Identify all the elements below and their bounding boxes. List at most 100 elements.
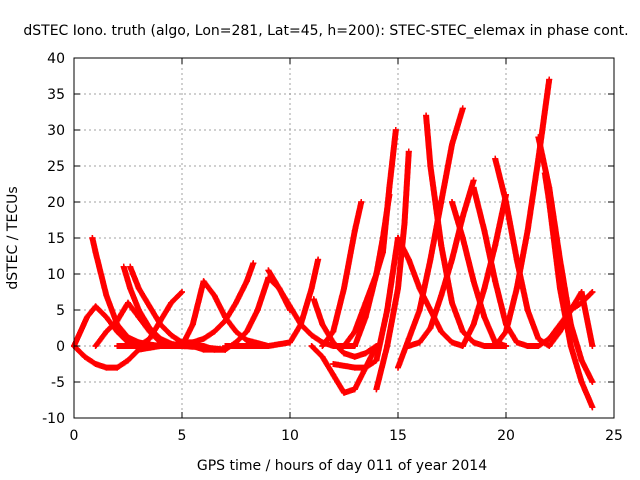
data-point xyxy=(243,278,250,285)
data-point xyxy=(503,328,509,335)
data-point xyxy=(297,321,304,328)
data-point xyxy=(308,285,315,292)
data-point xyxy=(470,184,477,191)
series-pass-23 xyxy=(423,112,509,349)
data-point xyxy=(265,267,272,274)
data-point xyxy=(401,220,408,227)
series-pass-15 xyxy=(319,199,365,349)
x-axis-label: GPS time / hours of day 011 of year 2014 xyxy=(197,458,487,474)
data-point xyxy=(362,314,369,321)
data-point xyxy=(513,339,520,346)
data-point xyxy=(557,321,563,328)
data-point xyxy=(351,343,358,349)
data-point xyxy=(243,328,250,335)
series-pass-11 xyxy=(265,267,358,349)
data-point xyxy=(211,328,218,335)
data-point xyxy=(168,332,175,339)
data-point xyxy=(157,317,164,324)
series-pass-18 xyxy=(351,191,393,349)
data-point xyxy=(319,343,326,349)
data-point xyxy=(77,328,84,335)
data-point xyxy=(92,343,99,349)
data-point xyxy=(351,364,358,371)
data-point xyxy=(319,321,326,328)
data-point xyxy=(243,337,250,344)
y-tick-label: 0 xyxy=(56,339,65,355)
data-point xyxy=(535,335,542,342)
data-point xyxy=(503,199,509,205)
data-point xyxy=(120,263,127,270)
data-point xyxy=(481,227,488,234)
data-point xyxy=(81,353,88,360)
data-point xyxy=(459,213,466,220)
data-point xyxy=(492,278,499,285)
data-point xyxy=(362,364,369,371)
data-point xyxy=(351,328,358,335)
data-point xyxy=(211,346,218,353)
series-pass-16 xyxy=(330,235,401,371)
data-point xyxy=(341,389,347,396)
data-point xyxy=(459,343,466,349)
data-point xyxy=(546,199,553,205)
data-point xyxy=(179,289,185,295)
y-tick-label: -5 xyxy=(51,375,65,391)
data-point xyxy=(92,361,99,367)
data-point xyxy=(395,364,401,371)
data-point xyxy=(416,307,423,313)
data-point xyxy=(135,307,142,313)
data-point xyxy=(392,127,399,133)
data-point xyxy=(395,235,401,241)
data-point xyxy=(310,296,317,303)
data-point xyxy=(578,289,585,295)
data-point xyxy=(589,343,596,349)
data-point xyxy=(379,235,386,241)
data-point xyxy=(330,371,337,378)
data-point xyxy=(287,303,293,310)
data-point xyxy=(524,227,531,234)
data-point xyxy=(135,343,142,349)
data-marks xyxy=(71,76,596,411)
data-point xyxy=(83,314,90,321)
data-point xyxy=(492,242,499,249)
data-point xyxy=(513,256,520,263)
data-point xyxy=(308,343,315,349)
series-pass-19 xyxy=(373,148,412,393)
data-point xyxy=(449,299,455,306)
data-point xyxy=(470,339,477,346)
data-point xyxy=(351,227,358,234)
data-point xyxy=(127,263,134,270)
data-point xyxy=(449,199,455,205)
y-tick-label: 30 xyxy=(47,123,65,139)
data-point xyxy=(243,343,250,349)
data-point xyxy=(103,364,110,371)
data-point xyxy=(200,343,207,349)
y-axis-label: dSTEC / TECUs xyxy=(5,186,21,289)
data-point xyxy=(358,199,365,205)
data-point xyxy=(405,343,412,349)
data-point xyxy=(578,299,585,306)
data-point xyxy=(481,343,488,349)
series-pass-12 xyxy=(222,256,322,349)
data-point xyxy=(503,343,509,349)
x-tick-label: 5 xyxy=(178,428,187,444)
data-point xyxy=(427,325,434,331)
y-tick-label: 15 xyxy=(47,231,65,247)
data-point xyxy=(92,249,99,256)
data-point xyxy=(92,303,99,310)
data-point xyxy=(146,303,153,310)
data-point xyxy=(222,317,229,324)
data-point xyxy=(438,328,445,335)
data-point xyxy=(438,242,445,249)
data-point xyxy=(114,328,121,335)
x-tick-label: 15 xyxy=(389,428,407,444)
data-point xyxy=(438,199,445,205)
data-point xyxy=(330,328,337,335)
series-pass-32 xyxy=(524,289,596,349)
data-point xyxy=(315,256,322,263)
data-point xyxy=(189,321,196,328)
data-point xyxy=(89,235,96,241)
data-point xyxy=(449,141,455,148)
data-point xyxy=(535,134,542,141)
data-point xyxy=(373,271,380,277)
